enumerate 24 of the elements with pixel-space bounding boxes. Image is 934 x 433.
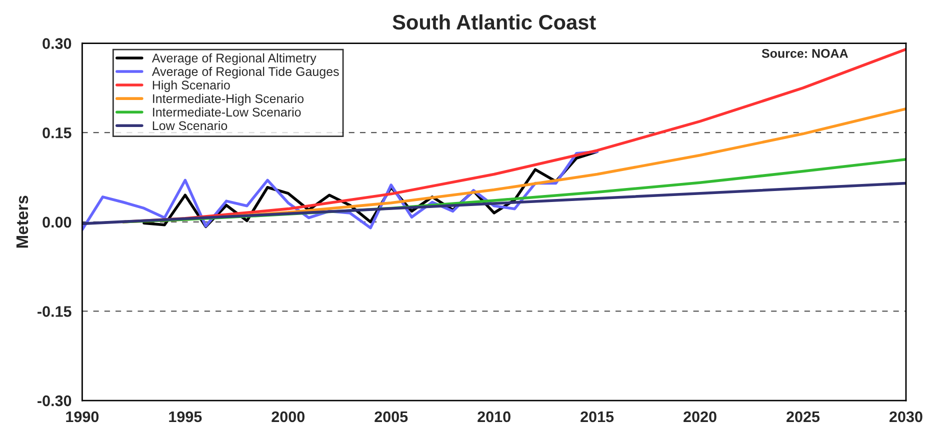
y-tick-label: 0.00	[42, 216, 72, 228]
legend-label: Average of Regional Tide Gauges	[152, 66, 339, 78]
annotation: Source: NOAA	[762, 48, 848, 58]
y-axis-title: Meters	[16, 196, 28, 248]
legend-label: Average of Regional Altimetry	[152, 53, 316, 65]
chart-title: South Atlantic Coast	[392, 14, 596, 30]
legend-label: Intermediate-High Scenario	[153, 94, 304, 106]
x-tick-label: 2020	[684, 411, 716, 422]
y-tick-label: -0.15	[38, 306, 72, 317]
legend-label: Low Scenario	[152, 120, 228, 130]
x-tick-label: 2025	[786, 411, 820, 422]
y-tick-label: -0.30	[38, 395, 72, 406]
x-tick-label: 2030	[890, 411, 922, 422]
x-tick-label: 1995	[169, 411, 202, 422]
x-tick-label: 2005	[374, 411, 408, 422]
x-tick-label: 2010	[478, 411, 510, 422]
x-tick-label: 1990	[66, 411, 99, 422]
y-tick-label: 0.15	[42, 127, 72, 138]
x-tick-label: 2015	[580, 411, 614, 422]
x-tick-label: 2000	[272, 411, 305, 422]
y-tick-label: 0.30	[42, 38, 72, 50]
legend-label: Intermediate-Low Scenario	[153, 107, 301, 117]
line-series	[82, 182, 906, 226]
legend-label: High Scenario	[152, 80, 230, 92]
